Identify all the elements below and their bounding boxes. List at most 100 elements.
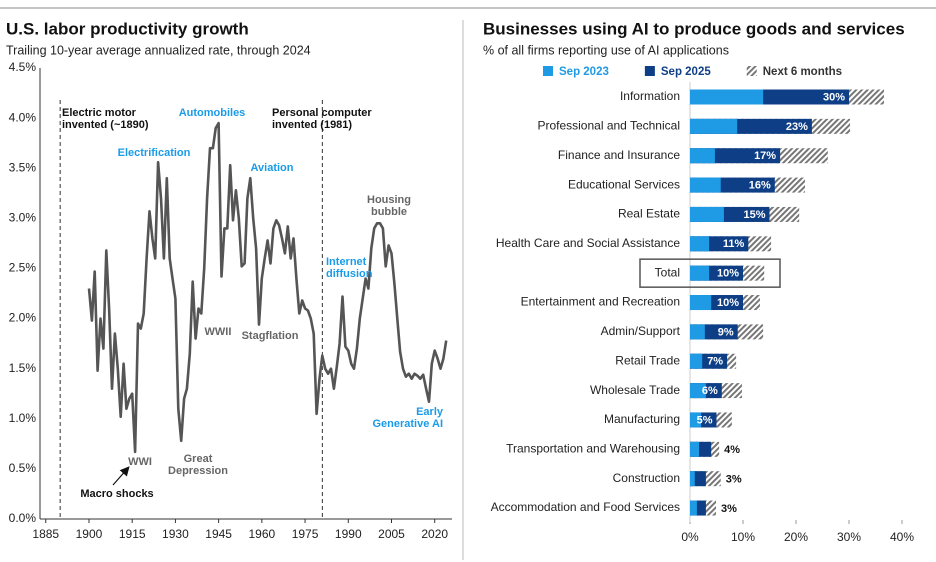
legend-swatch — [746, 66, 757, 76]
bar — [690, 471, 695, 487]
x-tick-label: 1900 — [76, 527, 103, 541]
x-tick-label: 10% — [731, 530, 755, 544]
category-label: Real Estate — [618, 207, 680, 221]
annotation: Electric motor — [62, 107, 137, 119]
annotation: Internet — [326, 256, 367, 268]
x-tick-label: 1960 — [248, 527, 275, 541]
x-tick-label: 1930 — [162, 527, 189, 541]
value-label: 4% — [724, 444, 740, 456]
legend-label: Sep 2023 — [559, 66, 609, 78]
annotation: Aviation — [251, 162, 294, 174]
x-tick-label: 1975 — [292, 527, 319, 541]
category-label: Manufacturing — [604, 412, 680, 426]
x-tick-label: 2020 — [421, 527, 448, 541]
category-label: Retail Trade — [615, 353, 680, 367]
bar — [690, 148, 715, 164]
y-tick-label: 3.0% — [9, 211, 37, 225]
value-label: 3% — [721, 503, 737, 515]
chart-subtitle: Trailing 10-year average annualized rate… — [6, 43, 311, 57]
annotation: WWII — [205, 326, 232, 338]
annotation: Automobiles — [179, 107, 246, 119]
legend-swatch — [644, 66, 655, 76]
y-tick-label: 1.0% — [9, 411, 37, 425]
annotation: Stagflation — [242, 330, 299, 342]
value-label: 6% — [702, 385, 718, 397]
category-label: Educational Services — [568, 177, 680, 191]
y-tick-label: 1.5% — [9, 361, 37, 375]
x-tick-label: 1945 — [205, 527, 232, 541]
chart-title: Businesses using AI to produce goods and… — [483, 19, 905, 38]
value-label: 9% — [718, 326, 734, 338]
value-label: 16% — [749, 179, 771, 191]
x-tick-label: 0% — [681, 530, 699, 544]
y-tick-label: 2.0% — [9, 311, 37, 325]
legend-swatch — [543, 66, 553, 76]
bar — [690, 295, 712, 311]
annotation: invented (1981) — [272, 119, 352, 131]
y-tick-label: 4.5% — [9, 60, 37, 74]
category-label: Admin/Support — [601, 324, 681, 338]
annotation: Great — [184, 453, 213, 465]
annotation: Personal computer — [272, 107, 372, 119]
category-label: Accommodation and Food Services — [491, 500, 680, 514]
annotation: Electrification — [118, 147, 191, 159]
annotation: Early — [416, 406, 444, 418]
category-label: Finance and Insurance — [558, 148, 680, 162]
value-label: 10% — [717, 297, 739, 309]
category-label: Professional and Technical — [537, 119, 680, 133]
x-tick-label: 30% — [837, 530, 861, 544]
annotation: Depression — [168, 465, 228, 477]
y-tick-label: 0.0% — [9, 511, 37, 525]
annotation: invented (~1890) — [62, 119, 149, 131]
chart-subtitle: % of all firms reporting use of AI appli… — [483, 43, 729, 57]
bar — [690, 177, 721, 193]
highlight-box — [639, 258, 781, 288]
x-tick-label: 20% — [784, 530, 808, 544]
bar — [690, 236, 710, 252]
value-label: 5% — [697, 414, 713, 426]
bar — [690, 206, 724, 222]
x-tick-label: 1990 — [335, 527, 362, 541]
bar — [690, 383, 706, 399]
category-label: Total — [655, 265, 680, 279]
bar — [690, 412, 702, 428]
x-tick-label: 1885 — [32, 527, 59, 541]
value-label: 10% — [717, 268, 739, 280]
bar — [690, 324, 705, 340]
bar — [690, 118, 738, 134]
annotation: Housing — [367, 194, 411, 206]
value-label: 7% — [707, 356, 723, 368]
y-tick-label: 2.5% — [9, 261, 37, 275]
bar — [690, 265, 710, 281]
y-tick-label: 0.5% — [9, 461, 37, 475]
x-tick-label: 40% — [890, 530, 914, 544]
bar — [690, 441, 700, 457]
category-label: Construction — [613, 471, 680, 485]
value-label: 23% — [786, 121, 808, 133]
line — [87, 121, 448, 454]
legend-label: Sep 2025 — [661, 66, 711, 78]
category-label: Entertainment and Recreation — [521, 295, 680, 309]
category-label: Transportation and Warehousing — [506, 441, 680, 455]
annotation: diffusion — [326, 268, 373, 280]
category-label: Information — [620, 89, 680, 103]
chart-title: U.S. labor productivity growth — [6, 19, 249, 38]
bar — [690, 500, 697, 516]
x-tick-label: 2005 — [378, 527, 405, 541]
x-tick-label: 1915 — [119, 527, 146, 541]
value-label: 30% — [823, 91, 845, 103]
annotation: bubble — [371, 206, 407, 218]
category-label: Wholesale Trade — [590, 383, 680, 397]
bar — [690, 89, 764, 105]
annotation: Macro shocks — [80, 488, 153, 500]
annotation: WWI — [128, 456, 152, 468]
annotation: Generative AI — [372, 418, 443, 430]
category-label: Health Care and Social Assistance — [496, 236, 680, 250]
value-label: 3% — [726, 474, 742, 486]
value-label: 15% — [743, 209, 765, 221]
arrow — [112, 466, 130, 486]
y-tick-label: 4.0% — [9, 110, 37, 124]
value-label: 11% — [723, 238, 745, 250]
value-label: 17% — [754, 150, 776, 162]
